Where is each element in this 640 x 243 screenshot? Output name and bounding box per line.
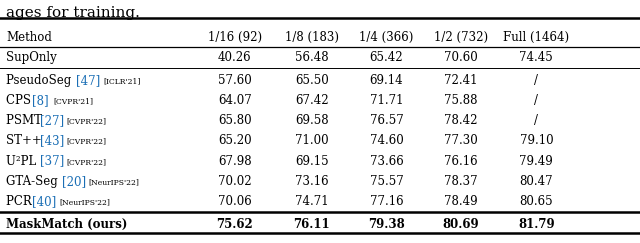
Text: 75.57: 75.57	[370, 175, 403, 188]
Text: 70.02: 70.02	[218, 175, 252, 188]
Text: 78.42: 78.42	[444, 114, 477, 127]
Text: SupOnly: SupOnly	[6, 51, 57, 64]
Text: 1/16 (92): 1/16 (92)	[208, 31, 262, 44]
Text: MaskMatch (ours): MaskMatch (ours)	[6, 217, 128, 231]
Text: 1/8 (183): 1/8 (183)	[285, 31, 339, 44]
Text: PCR: PCR	[6, 195, 36, 208]
Text: 67.98: 67.98	[218, 155, 252, 168]
Text: 1/2 (732): 1/2 (732)	[434, 31, 488, 44]
Text: 69.58: 69.58	[295, 114, 328, 127]
Text: 1/4 (366): 1/4 (366)	[360, 31, 413, 44]
Text: /: /	[534, 94, 538, 107]
Text: 67.42: 67.42	[295, 94, 328, 107]
Text: 76.57: 76.57	[370, 114, 403, 127]
Text: 71.00: 71.00	[295, 134, 328, 148]
Text: [CVPR'22]: [CVPR'22]	[67, 117, 106, 125]
Text: 79.38: 79.38	[368, 217, 405, 231]
Text: 65.50: 65.50	[295, 74, 328, 87]
Text: 73.66: 73.66	[370, 155, 403, 168]
Text: 70.60: 70.60	[444, 51, 477, 64]
Text: [37]: [37]	[40, 155, 64, 168]
Text: [CVPR'21]: [CVPR'21]	[54, 97, 93, 105]
Text: CPS: CPS	[6, 94, 35, 107]
Text: [8]: [8]	[32, 94, 49, 107]
Text: 64.07: 64.07	[218, 94, 252, 107]
Text: 57.60: 57.60	[218, 74, 252, 87]
Text: 69.14: 69.14	[370, 74, 403, 87]
Text: Method: Method	[6, 31, 52, 44]
Text: 65.20: 65.20	[218, 134, 252, 148]
Text: [CVPR'22]: [CVPR'22]	[67, 158, 106, 166]
Text: [CVPR'22]: [CVPR'22]	[67, 138, 106, 146]
Text: 75.88: 75.88	[444, 94, 477, 107]
Text: 74.60: 74.60	[370, 134, 403, 148]
Text: Full (1464): Full (1464)	[503, 31, 570, 44]
Text: 81.79: 81.79	[518, 217, 555, 231]
Text: 40.26: 40.26	[218, 51, 252, 64]
Text: [ICLR'21]: [ICLR'21]	[104, 77, 141, 85]
Text: [NeurIPS'22]: [NeurIPS'22]	[60, 198, 110, 206]
Text: ST++: ST++	[6, 134, 46, 148]
Text: 76.11: 76.11	[293, 217, 330, 231]
Text: 76.16: 76.16	[444, 155, 477, 168]
Text: [43]: [43]	[40, 134, 64, 148]
Text: 73.16: 73.16	[295, 175, 328, 188]
Text: [47]: [47]	[77, 74, 100, 87]
Text: [20]: [20]	[62, 175, 86, 188]
Text: [40]: [40]	[32, 195, 56, 208]
Text: 78.49: 78.49	[444, 195, 477, 208]
Text: 56.48: 56.48	[295, 51, 328, 64]
Text: GTA-Seg: GTA-Seg	[6, 175, 62, 188]
Text: 79.49: 79.49	[520, 155, 553, 168]
Text: 74.71: 74.71	[295, 195, 328, 208]
Text: 80.69: 80.69	[442, 217, 479, 231]
Text: 69.15: 69.15	[295, 155, 328, 168]
Text: 70.06: 70.06	[218, 195, 252, 208]
Text: 80.47: 80.47	[520, 175, 553, 188]
Text: 72.41: 72.41	[444, 74, 477, 87]
Text: /: /	[534, 74, 538, 87]
Text: 79.10: 79.10	[520, 134, 553, 148]
Text: 77.16: 77.16	[370, 195, 403, 208]
Text: 65.42: 65.42	[370, 51, 403, 64]
Text: 77.30: 77.30	[444, 134, 477, 148]
Text: 78.37: 78.37	[444, 175, 477, 188]
Text: ages for training.: ages for training.	[6, 6, 140, 20]
Text: 74.45: 74.45	[520, 51, 553, 64]
Text: /: /	[534, 114, 538, 127]
Text: [27]: [27]	[40, 114, 64, 127]
Text: 75.62: 75.62	[216, 217, 253, 231]
Text: [NeurIPS'22]: [NeurIPS'22]	[89, 178, 140, 186]
Text: 65.80: 65.80	[218, 114, 252, 127]
Text: PSMT: PSMT	[6, 114, 46, 127]
Text: PseudoSeg: PseudoSeg	[6, 74, 76, 87]
Text: 80.65: 80.65	[520, 195, 553, 208]
Text: 71.71: 71.71	[370, 94, 403, 107]
Text: U²PL: U²PL	[6, 155, 40, 168]
